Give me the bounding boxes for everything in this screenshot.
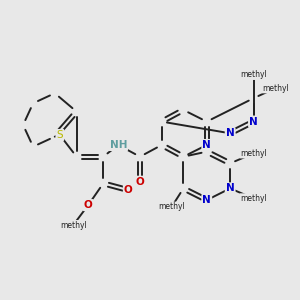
Text: methyl: methyl bbox=[240, 149, 267, 158]
Text: methyl: methyl bbox=[158, 202, 185, 211]
Text: O: O bbox=[124, 185, 133, 195]
Text: N: N bbox=[202, 140, 211, 150]
Text: N: N bbox=[226, 183, 235, 194]
Text: methyl: methyl bbox=[262, 84, 289, 93]
Text: O: O bbox=[84, 200, 93, 210]
Text: N: N bbox=[226, 128, 235, 138]
Text: NH: NH bbox=[110, 140, 127, 150]
Text: S: S bbox=[56, 130, 63, 140]
Text: methyl: methyl bbox=[60, 220, 87, 230]
Text: methyl: methyl bbox=[240, 194, 267, 203]
Text: N: N bbox=[249, 117, 258, 127]
Text: N: N bbox=[202, 195, 211, 205]
Text: methyl: methyl bbox=[240, 70, 267, 80]
Text: O: O bbox=[136, 177, 144, 187]
